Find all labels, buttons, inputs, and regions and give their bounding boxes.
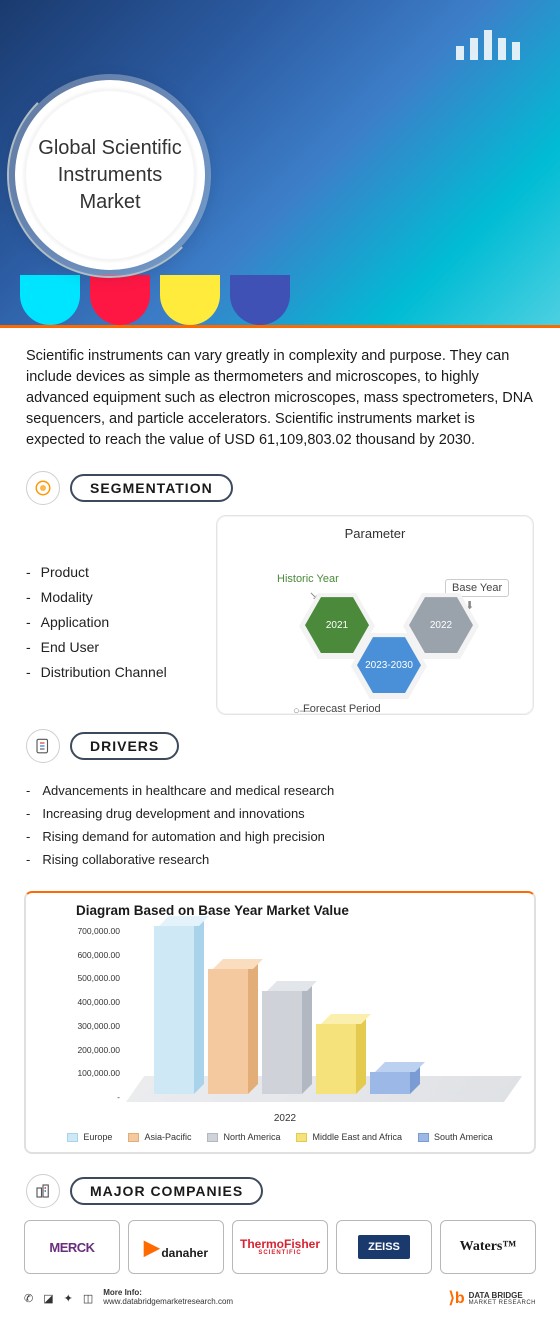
y-tick: 300,000.00 xyxy=(62,1021,120,1031)
chart-card: Diagram Based on Base Year Market Value … xyxy=(24,891,536,1154)
list-item: Modality xyxy=(26,589,206,605)
segmentation-list: Product Modality Application End User Di… xyxy=(26,515,206,715)
brand-icon: ⟩b xyxy=(449,1288,465,1308)
legend-item: Europe xyxy=(67,1132,112,1142)
companies-row: MERCK▶danaherThermoFisherSCIENTIFICZEISS… xyxy=(0,1214,560,1284)
legend-item: North America xyxy=(207,1132,280,1142)
companies-header: MAJOR COMPANIES xyxy=(0,1168,560,1214)
whatsapp-icon[interactable]: ✆ xyxy=(24,1292,33,1305)
y-tick: 600,000.00 xyxy=(62,950,120,960)
y-tick: 100,000.00 xyxy=(62,1068,120,1078)
twitter-icon[interactable]: ✦ xyxy=(64,1292,73,1305)
chart-title: Diagram Based on Base Year Market Value xyxy=(76,903,508,918)
drivers-list: Advancements in healthcare and medical r… xyxy=(0,769,560,885)
intro-section: Scientific instruments can vary greatly … xyxy=(0,328,560,465)
instagram-icon[interactable]: ◫ xyxy=(83,1292,93,1305)
parameter-diagram: Parameter Historic YearBase YearForecast… xyxy=(216,515,534,715)
company-card: ZEISS xyxy=(336,1220,432,1274)
companies-icon xyxy=(26,1174,60,1208)
list-item: Increasing drug development and innovati… xyxy=(26,806,534,821)
more-info-label: More Info: xyxy=(103,1289,233,1298)
list-item: Advancements in healthcare and medical r… xyxy=(26,783,534,798)
chart-area: 700,000.00 600,000.00 500,000.00 400,000.00… xyxy=(62,926,508,1126)
brand-name: DATA BRIDGE xyxy=(469,1291,536,1300)
parameter-title: Parameter xyxy=(225,526,525,541)
legend-label: North America xyxy=(223,1132,280,1142)
companies-heading: MAJOR COMPANIES xyxy=(70,1177,263,1205)
list-item: Rising demand for automation and high pr… xyxy=(26,829,534,844)
title-circle: Global Scientific Instruments Market xyxy=(15,80,205,270)
legend-swatch xyxy=(128,1133,139,1142)
legend-label: Middle East and Africa xyxy=(312,1132,402,1142)
footer: ✆ ◪ ✦ ◫ More Info: www.databridgemarketr… xyxy=(0,1284,560,1324)
legend-swatch xyxy=(67,1133,78,1142)
y-axis-ticks: 700,000.00 600,000.00 500,000.00 400,000.00… xyxy=(62,926,120,1102)
list-item: Distribution Channel xyxy=(26,664,206,680)
chart-legend: Europe Asia-Pacific North America Middle… xyxy=(52,1126,508,1144)
legend-item: South America xyxy=(418,1132,493,1142)
y-tick: 400,000.00 xyxy=(62,997,120,1007)
list-item: Application xyxy=(26,614,206,630)
list-item: Rising collaborative research xyxy=(26,852,534,867)
social-icons: ✆ ◪ ✦ ◫ More Info: www.databridgemarketr… xyxy=(24,1289,233,1307)
drivers-heading: DRIVERS xyxy=(70,732,179,760)
intro-text: Scientific instruments can vary greatly … xyxy=(26,346,534,451)
segmentation-header: SEGMENTATION xyxy=(0,465,560,511)
legend-label: Europe xyxy=(83,1132,112,1142)
y-tick: 200,000.00 xyxy=(62,1045,120,1055)
more-info: More Info: www.databridgemarketresearch.… xyxy=(103,1289,233,1307)
historic-year-label: Historic Year xyxy=(277,573,339,585)
x-axis-label: 2022 xyxy=(62,1113,508,1124)
drivers-icon xyxy=(26,729,60,763)
segmentation-heading: SEGMENTATION xyxy=(70,474,233,502)
decorative-bars xyxy=(456,30,520,60)
brand-sub: MARKET RESEARCH xyxy=(469,1300,536,1306)
y-tick: - xyxy=(62,1092,120,1102)
arrow-icon: ○— xyxy=(293,705,311,717)
forecast-period-label: Forecast Period xyxy=(303,703,381,715)
facebook-icon[interactable]: ◪ xyxy=(43,1292,53,1305)
legend-item: Middle East and Africa xyxy=(296,1132,402,1142)
company-card: ThermoFisherSCIENTIFIC xyxy=(232,1220,328,1274)
company-card: MERCK xyxy=(24,1220,120,1274)
bar-europe xyxy=(154,926,194,1094)
legend-swatch xyxy=(296,1133,307,1142)
legend-label: Asia-Pacific xyxy=(144,1132,191,1142)
legend-swatch xyxy=(207,1133,218,1142)
legend-swatch xyxy=(418,1133,429,1142)
bar-north-america xyxy=(262,991,302,1094)
legend-item: Asia-Pacific xyxy=(128,1132,191,1142)
hero-banner: Global Scientific Instruments Market xyxy=(0,0,560,328)
segmentation-icon xyxy=(26,471,60,505)
y-tick: 500,000.00 xyxy=(62,973,120,983)
bar-middle-east-and-africa xyxy=(316,1024,356,1094)
brand-logo: ⟩b DATA BRIDGE MARKET RESEARCH xyxy=(449,1288,536,1308)
company-card: Waters™ xyxy=(440,1220,536,1274)
list-item: Product xyxy=(26,564,206,580)
list-item: End User xyxy=(26,639,206,655)
flask-icon xyxy=(230,225,290,325)
drivers-header: DRIVERS xyxy=(0,723,560,769)
bar-south-america xyxy=(370,1072,410,1094)
more-info-url[interactable]: www.databridgemarketresearch.com xyxy=(103,1298,233,1307)
chart-plot xyxy=(126,930,504,1102)
y-tick: 700,000.00 xyxy=(62,926,120,936)
company-card: ▶danaher xyxy=(128,1220,224,1274)
legend-label: South America xyxy=(434,1132,493,1142)
bar-asia-pacific xyxy=(208,969,248,1094)
